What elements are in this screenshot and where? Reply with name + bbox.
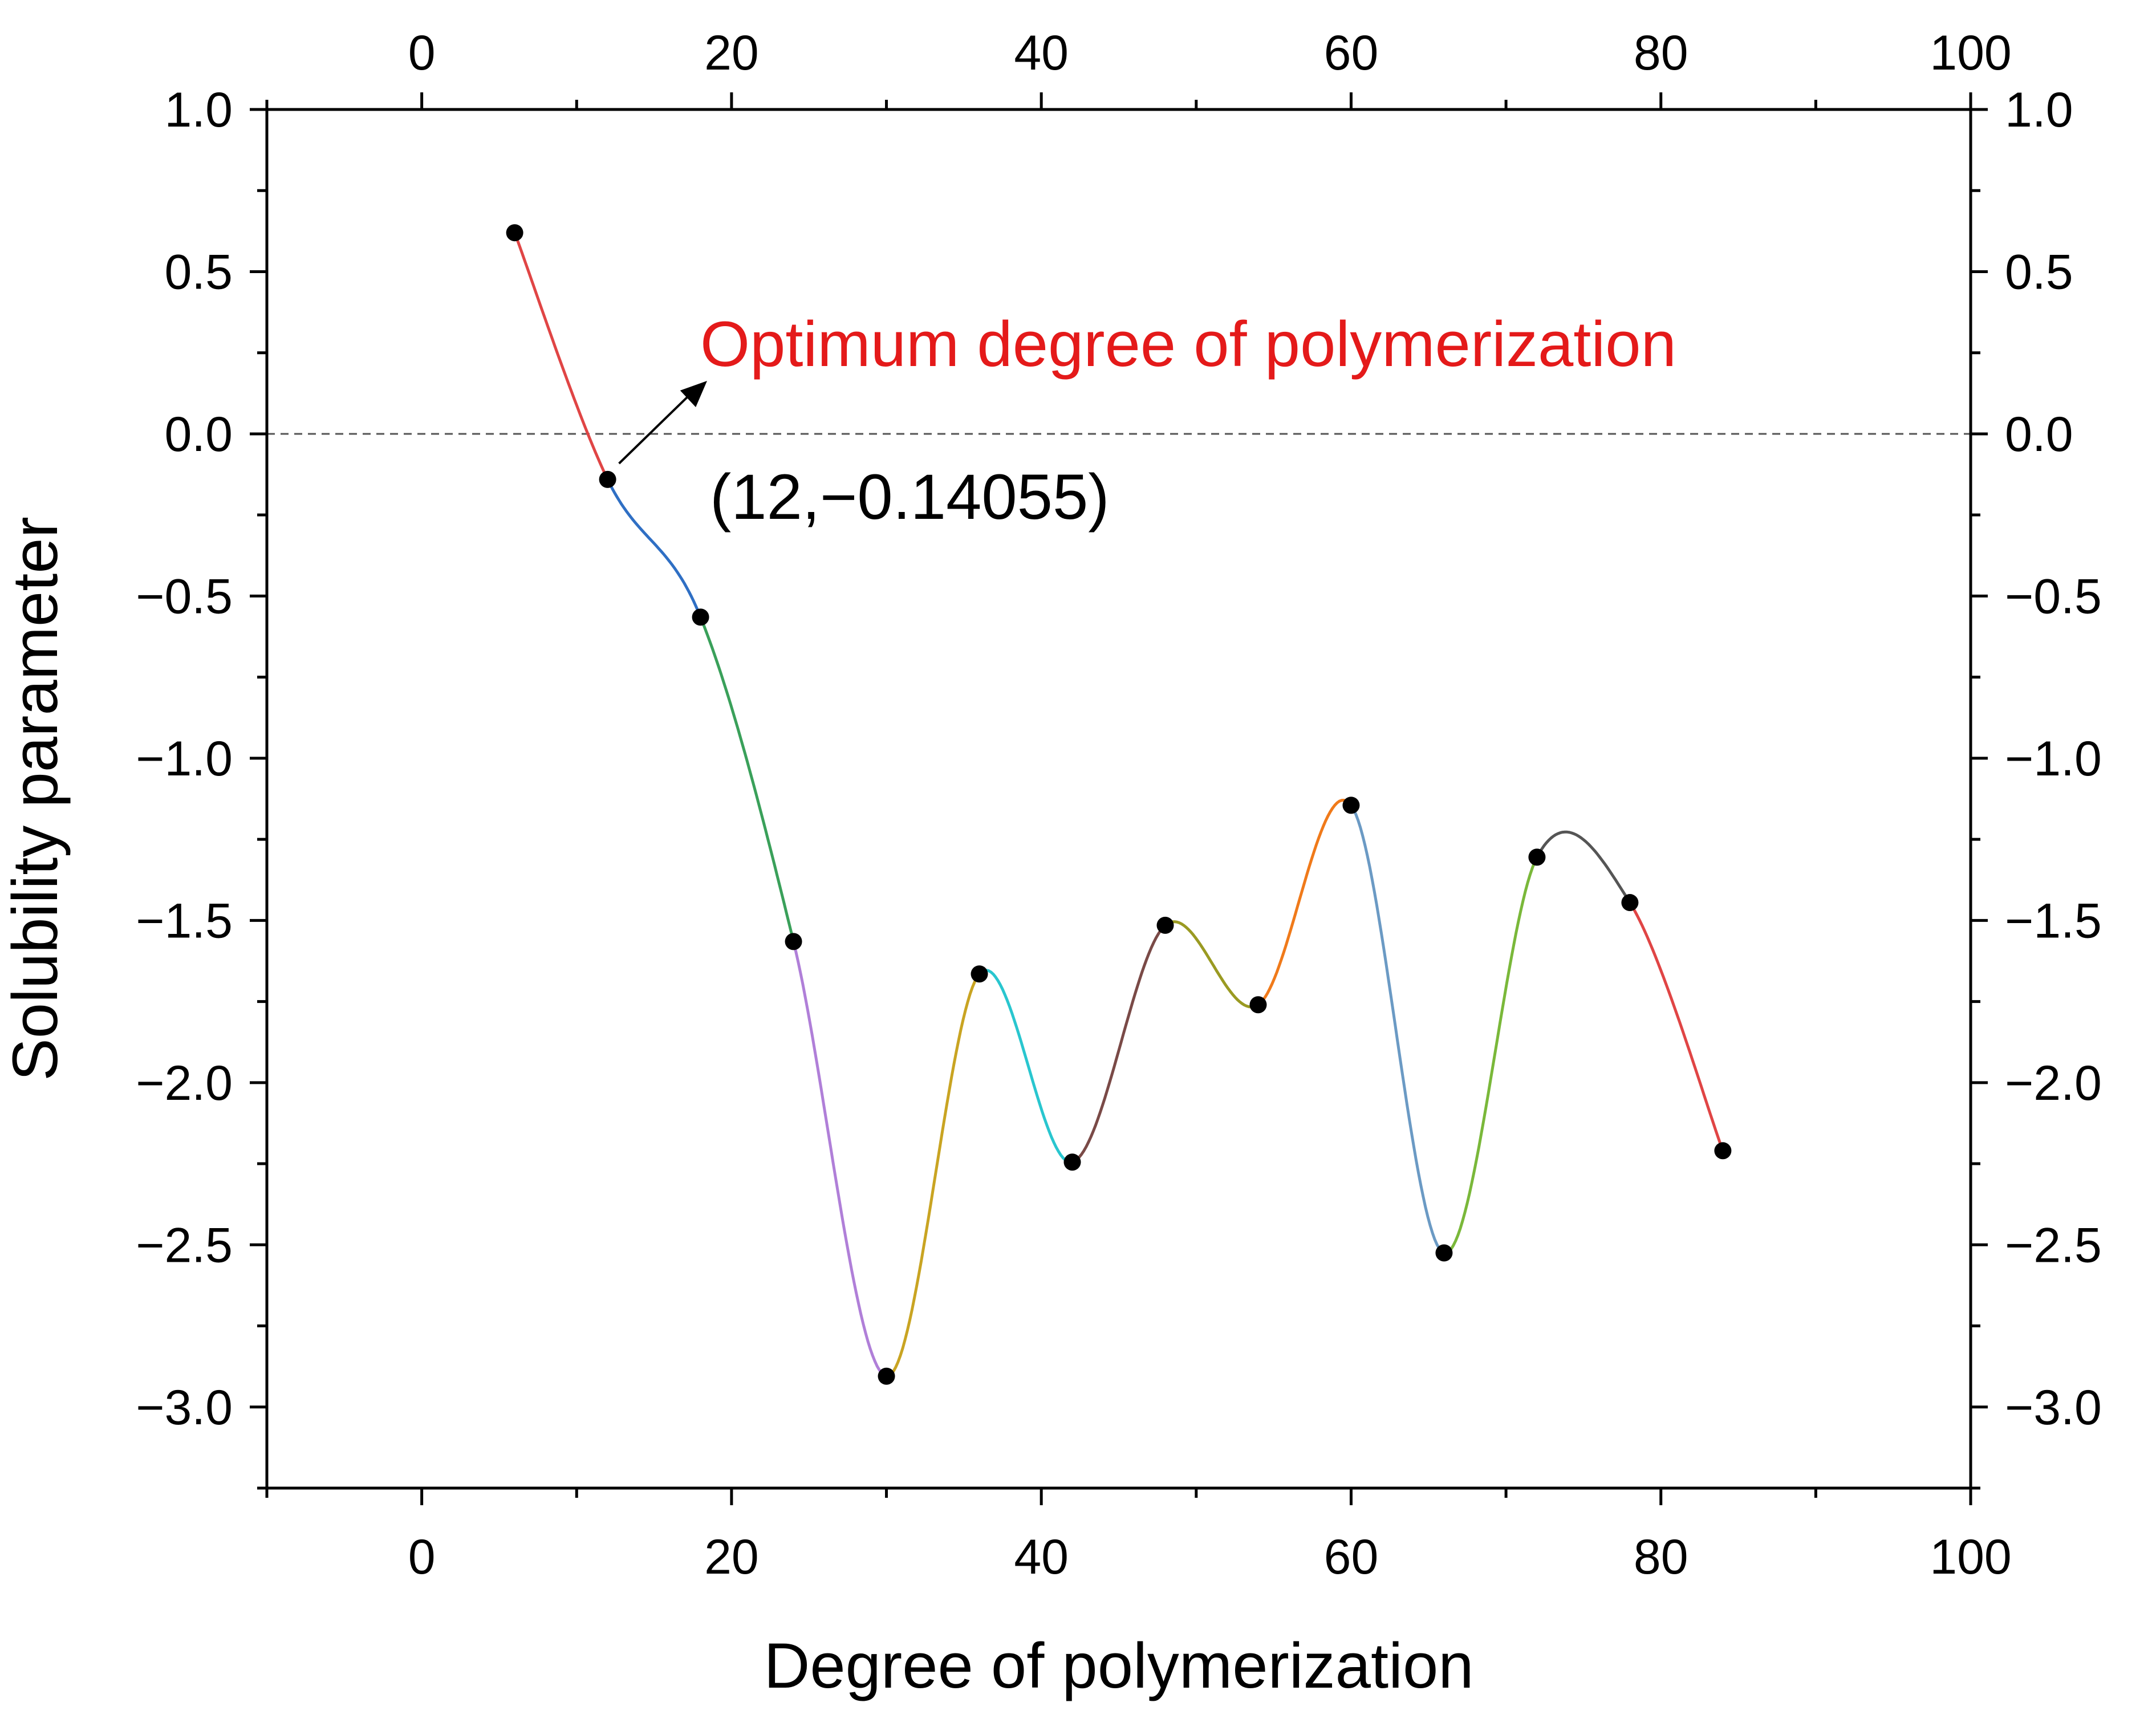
annotation-arrow-head (680, 381, 707, 408)
y-tick-label-left: −1.0 (136, 732, 233, 786)
y-tick-label-right: 0.5 (2005, 245, 2073, 299)
x-tick-label-bottom: 40 (1014, 1530, 1069, 1584)
axes-frame (265, 108, 1972, 1490)
curve-segment-10 (1350, 804, 1445, 1254)
x-tick-label-top: 20 (704, 26, 759, 80)
x-tick-label-bottom: 20 (704, 1530, 759, 1584)
y-tick-label-right: −2.0 (2005, 1056, 2102, 1111)
y-tick-label-left: 0.0 (164, 407, 233, 462)
y-tick-label-right: −0.5 (2005, 569, 2102, 624)
y-tick-label-right: 1.0 (2005, 83, 2073, 137)
x-tick-label-top: 100 (1930, 26, 2012, 80)
curve-segment-6 (978, 969, 1073, 1164)
x-tick-label-top: 80 (1634, 26, 1688, 80)
x-axis-title: Degree of polymerization (764, 1630, 1473, 1701)
annotation-label: Optimum degree of polymerization (700, 308, 1676, 380)
curve-segment-9 (1257, 799, 1353, 1006)
data-point (1621, 894, 1639, 912)
x-tick-label-bottom: 0 (408, 1530, 436, 1584)
data-point (1435, 1244, 1453, 1262)
curve-segment-4 (792, 941, 887, 1378)
curve-segment-11 (1444, 856, 1538, 1254)
y-tick-label-left: 0.5 (164, 245, 233, 299)
data-point (1714, 1142, 1732, 1160)
x-tick-label-bottom: 100 (1930, 1530, 2012, 1584)
curve-segment-2 (606, 478, 702, 618)
x-tick-label-bottom: 80 (1634, 1530, 1688, 1584)
annotations: Optimum degree of polymerization (12,−0.… (618, 308, 1676, 533)
data-points (506, 224, 1732, 1385)
axis-ticks (250, 92, 1988, 1505)
curve-segment-8 (1164, 920, 1259, 1009)
plot-frame (265, 108, 1972, 1490)
curve-segment-3 (699, 616, 795, 942)
y-tick-label-left: −2.0 (136, 1056, 233, 1111)
y-axis-title: Solubility parameter (0, 517, 71, 1081)
y-tick-label-right: −2.5 (2005, 1218, 2102, 1273)
y-tick-label-right: −3.0 (2005, 1380, 2102, 1435)
curve-segment-12 (1536, 830, 1631, 904)
y-tick-label-left: −1.5 (136, 893, 233, 948)
y-tick-label-left: −2.5 (136, 1218, 233, 1273)
x-tick-label-top: 0 (408, 26, 436, 80)
data-point (1342, 797, 1360, 814)
data-point (1249, 996, 1267, 1014)
data-point (1528, 848, 1546, 866)
data-point (1063, 1153, 1081, 1171)
data-point (506, 224, 523, 242)
y-tick-label-right: 0.0 (2005, 407, 2073, 462)
annotation-point-label: (12,−0.14055) (710, 461, 1110, 533)
y-tick-label-left: 1.0 (164, 83, 233, 137)
x-tick-label-top: 60 (1324, 26, 1379, 80)
x-tick-label-top: 40 (1014, 26, 1069, 80)
y-tick-label-left: −0.5 (136, 569, 233, 624)
data-point (785, 933, 802, 950)
y-tick-label-right: −1.0 (2005, 732, 2102, 786)
data-point (692, 608, 709, 626)
curve-segment-7 (1071, 924, 1167, 1164)
curve-segment-1 (513, 232, 609, 480)
data-point (599, 470, 616, 488)
data-point (1156, 916, 1174, 934)
curve-segments (513, 232, 1724, 1378)
data-point (878, 1367, 895, 1385)
y-tick-label-left: −3.0 (136, 1380, 233, 1435)
data-point (971, 965, 988, 983)
curve-segment-5 (886, 973, 981, 1378)
y-tick-label-right: −1.5 (2005, 893, 2102, 948)
curve-segment-13 (1629, 901, 1724, 1152)
annotation-arrow-shaft (618, 392, 692, 465)
x-tick-label-bottom: 60 (1324, 1530, 1379, 1584)
